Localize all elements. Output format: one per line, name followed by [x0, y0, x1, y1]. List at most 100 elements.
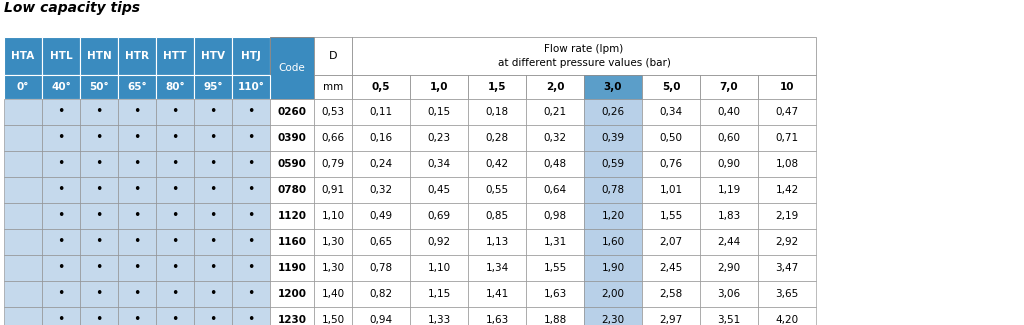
Text: 50°: 50°: [89, 82, 109, 92]
Text: •: •: [248, 236, 255, 249]
Bar: [700, 281, 758, 307]
Text: 3,0: 3,0: [604, 82, 623, 92]
Bar: [584, 177, 642, 203]
Bar: [118, 151, 156, 177]
Bar: [468, 99, 526, 125]
Text: 2,92: 2,92: [775, 237, 799, 247]
Bar: [156, 203, 194, 229]
Text: 0,21: 0,21: [544, 107, 566, 117]
Text: 2,0: 2,0: [546, 82, 564, 92]
Text: 1,42: 1,42: [775, 185, 799, 195]
Bar: [758, 177, 816, 203]
Bar: [4, 125, 42, 151]
Text: •: •: [57, 236, 65, 249]
Text: 95°: 95°: [203, 82, 223, 92]
Bar: [758, 203, 816, 229]
Bar: [352, 151, 410, 177]
Bar: [758, 75, 816, 99]
Text: •: •: [57, 158, 65, 171]
Text: •: •: [248, 314, 255, 325]
Bar: [352, 177, 410, 203]
Text: •: •: [95, 184, 102, 197]
Text: •: •: [57, 132, 65, 145]
Bar: [194, 177, 232, 203]
Text: 40°: 40°: [51, 82, 71, 92]
Bar: [42, 203, 80, 229]
Text: 0,39: 0,39: [601, 133, 625, 143]
Bar: [758, 151, 816, 177]
Bar: [156, 99, 194, 125]
Bar: [270, 177, 314, 203]
Text: Flow rate (lpm): Flow rate (lpm): [545, 44, 624, 54]
Text: Low capacity tips: Low capacity tips: [4, 1, 140, 15]
Text: 0,34: 0,34: [427, 159, 451, 169]
Bar: [232, 255, 270, 281]
Bar: [700, 151, 758, 177]
Bar: [42, 177, 80, 203]
Bar: [270, 151, 314, 177]
Text: 0,66: 0,66: [322, 133, 344, 143]
Text: •: •: [95, 210, 102, 223]
Text: •: •: [171, 210, 178, 223]
Text: 5,0: 5,0: [662, 82, 680, 92]
Bar: [758, 255, 816, 281]
Text: 0,24: 0,24: [370, 159, 392, 169]
Text: 0260: 0260: [278, 107, 306, 117]
Text: 2,90: 2,90: [718, 263, 740, 273]
Text: HTJ: HTJ: [241, 51, 261, 61]
Bar: [194, 125, 232, 151]
Bar: [270, 255, 314, 281]
Bar: [118, 177, 156, 203]
Text: •: •: [171, 132, 178, 145]
Text: 1,19: 1,19: [718, 185, 740, 195]
Bar: [700, 177, 758, 203]
Text: 0,26: 0,26: [601, 107, 625, 117]
Bar: [352, 125, 410, 151]
Text: 3,51: 3,51: [718, 315, 740, 325]
Text: 0,90: 0,90: [718, 159, 740, 169]
Text: •: •: [209, 262, 217, 275]
Bar: [232, 177, 270, 203]
Bar: [758, 281, 816, 307]
Text: 0,28: 0,28: [485, 133, 509, 143]
Bar: [410, 229, 468, 255]
Text: •: •: [57, 184, 65, 197]
Text: 1,55: 1,55: [544, 263, 566, 273]
Bar: [758, 229, 816, 255]
Bar: [232, 75, 270, 99]
Text: 0,59: 0,59: [601, 159, 625, 169]
Bar: [4, 151, 42, 177]
Bar: [410, 281, 468, 307]
Text: 4,20: 4,20: [775, 315, 799, 325]
Text: 1,33: 1,33: [427, 315, 451, 325]
Bar: [232, 203, 270, 229]
Text: •: •: [133, 106, 140, 119]
Text: 1190: 1190: [278, 263, 306, 273]
Bar: [80, 75, 118, 99]
Bar: [4, 281, 42, 307]
Bar: [584, 307, 642, 325]
Bar: [314, 37, 352, 75]
Text: •: •: [57, 262, 65, 275]
Bar: [156, 125, 194, 151]
Text: 0,18: 0,18: [485, 107, 509, 117]
Bar: [42, 37, 80, 75]
Bar: [584, 99, 642, 125]
Text: 0,48: 0,48: [544, 159, 566, 169]
Text: 3,65: 3,65: [775, 289, 799, 299]
Text: •: •: [248, 132, 255, 145]
Bar: [410, 75, 468, 99]
Bar: [4, 177, 42, 203]
Text: •: •: [209, 236, 217, 249]
Bar: [314, 177, 352, 203]
Bar: [314, 203, 352, 229]
Bar: [314, 255, 352, 281]
Text: 0,85: 0,85: [485, 211, 509, 221]
Text: HTR: HTR: [125, 51, 150, 61]
Text: 7,0: 7,0: [720, 82, 738, 92]
Text: •: •: [171, 288, 178, 301]
Text: 0°: 0°: [16, 82, 30, 92]
Bar: [352, 255, 410, 281]
Text: 0,16: 0,16: [370, 133, 392, 143]
Text: 0,47: 0,47: [775, 107, 799, 117]
